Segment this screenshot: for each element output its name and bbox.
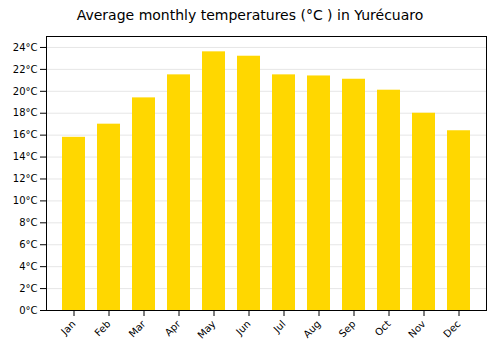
svg-text:Jan: Jan [58,318,77,337]
svg-text:0°C: 0°C [19,305,37,316]
svg-text:14°C: 14°C [13,151,38,162]
svg-text:4°C: 4°C [19,261,37,272]
svg-text:May: May [195,318,217,340]
svg-text:Aug: Aug [301,318,323,340]
svg-text:Jul: Jul [271,318,288,335]
svg-text:20°C: 20°C [13,86,38,97]
svg-text:Sep: Sep [337,318,358,339]
svg-text:18°C: 18°C [13,107,38,118]
svg-text:24°C: 24°C [13,42,38,53]
svg-text:22°C: 22°C [13,64,38,75]
svg-text:Apr: Apr [163,318,184,339]
svg-text:Feb: Feb [92,318,112,338]
svg-text:12°C: 12°C [13,173,38,184]
svg-text:8°C: 8°C [19,217,37,228]
svg-text:Mar: Mar [127,318,149,340]
svg-text:Oct: Oct [373,318,393,338]
svg-text:Jun: Jun [233,318,253,338]
svg-text:Nov: Nov [406,318,428,340]
svg-text:16°C: 16°C [13,129,38,140]
svg-text:2°C: 2°C [19,283,37,294]
html-text:Average monthly temperatures (: Average monthly temperatures (°C ) in Yu… [76,7,424,23]
svg-text:Dec: Dec [441,318,462,339]
svg-text:6°C: 6°C [19,239,37,250]
svg-text:10°C: 10°C [13,195,38,206]
